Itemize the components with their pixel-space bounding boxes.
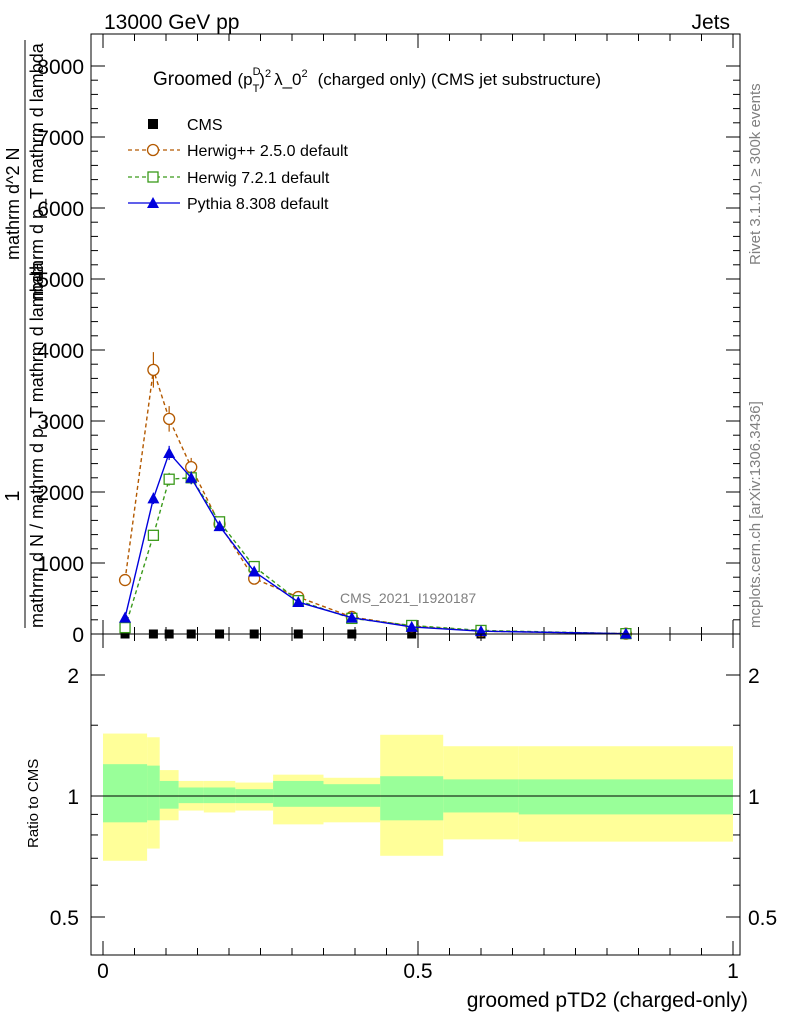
legend-marker-cms [148,119,158,129]
rivet-version: Rivet 3.1.10, ≥ 300k events [747,83,764,265]
ratio-band-inner [159,780,179,809]
herwig25-point [185,460,198,474]
ratio-band-inner [273,780,324,807]
main-ytick-label: 2000 [37,482,84,505]
series-pythia [119,445,632,639]
herwig72-point [163,473,175,485]
ylabel-one: 1 [2,490,24,501]
ratio-band-inner [380,776,444,821]
pythia-point [163,446,176,458]
legend-marker-pythia [147,197,159,208]
pythia-point [475,625,487,637]
pythia-point [213,520,226,532]
legend-label-herwig25: Herwig++ 2.5.0 default [187,143,349,160]
main-ylabel: 1 mathrm d N / mathrm d p_T mathrm d lam… [2,40,48,628]
ratio-ytick-label-right: 2 [748,665,760,688]
main-title: Groomed (pD T)2 λ_02 (charged only) (CMS je… [153,66,601,95]
legend-label-pythia: Pythia 8.308 default [187,196,329,213]
ratio-bands [103,733,733,861]
herwig72-line [124,477,626,635]
ratio-band-inner [147,765,160,821]
pythia-line [124,451,626,635]
pythia-point [119,611,132,623]
ratio-band-inner [178,787,204,804]
pythia-point [345,611,358,623]
main-ytick-label: 6000 [37,198,84,221]
ratio-xlabel: groomed pTD2 (charged-only) [467,989,748,1012]
herwig25-point [162,412,176,426]
ratio-xtick-label: 1 [727,960,739,983]
legend-entry-pythia: Pythia 8.308 default [128,196,329,213]
ratio-band-inner [518,779,733,815]
ratio-band-inner [203,787,236,804]
ratio-ytick-label-left: 2 [67,665,79,688]
main-axis-ticks: 0 1000 2000 3000 4000 5000 6000 7000 8000 [37,34,740,647]
herwig25-point [147,363,160,377]
ratio-band-inner [103,764,148,823]
legend-entry-herwig25: Herwig++ 2.5.0 default [128,143,349,160]
main-ytick-label: 0 [72,624,84,647]
ylabel-denominator: mathrm d N / mathrm d p_T mathrm d lambd… [27,261,48,628]
ratio-xtick-label: 0 [97,960,109,983]
legend-label-cms: CMS [187,117,223,134]
ratio-xtick-label: 0.5 [403,960,432,983]
herwig72-point [147,529,160,541]
legend-label-herwig72: Herwig 7.2.1 default [187,170,330,187]
ratio-axis-ticks: 0.5 0.5 1 1 2 2 0 0.5 1 [50,634,777,983]
pythia-point [619,627,632,639]
main-ytick-label: 7000 [37,127,84,150]
ratio-frame [90,633,741,956]
legend-marker-herwig25 [146,143,160,157]
header-left: 13000 GeV pp [104,11,239,34]
ratio-ylabel: Ratio to CMS [25,759,42,848]
ratio-band-inner [323,784,381,807]
main-ytick-label: 5000 [37,269,84,292]
main-ytick-label: 3000 [37,411,84,434]
pythia-point [405,620,418,632]
legend: CMS Herwig++ 2.5.0 default Herwig 7.2.1 … [128,117,349,213]
ylabel-rhs-denominator: mathrm d p_T mathrm d lambda [27,42,48,300]
pythia-point [185,471,198,483]
ylabel-rhs-numerator: mathrm d^2 N [3,148,23,260]
main-ytick-label: 1000 [37,553,84,576]
mcplots-site: mcplots.cern.ch [arXiv:1306.3436] [747,401,764,628]
legend-entry-herwig72: Herwig 7.2.1 default [128,170,330,187]
main-ytick-label: 4000 [37,340,84,363]
pythia-point [147,492,160,504]
herwig72-point [119,621,131,634]
herwig25-point [118,573,132,587]
series-herwig72 [119,471,632,640]
ratio-ytick-label-left: 0.5 [50,907,79,930]
pythia-point [292,596,305,608]
ratio-ytick-label-left: 1 [67,786,79,809]
analysis-watermark: CMS_2021_I1920187 [340,590,476,606]
legend-entry-cms: CMS [148,117,223,134]
header-right: Jets [691,11,730,34]
ratio-ytick-label-right: 1 [748,786,760,809]
main-ytick-label: 8000 [37,56,84,79]
ratio-ytick-label-right: 0.5 [748,907,777,930]
legend-marker-herwig72 [147,171,159,183]
pythia-point [248,565,261,577]
